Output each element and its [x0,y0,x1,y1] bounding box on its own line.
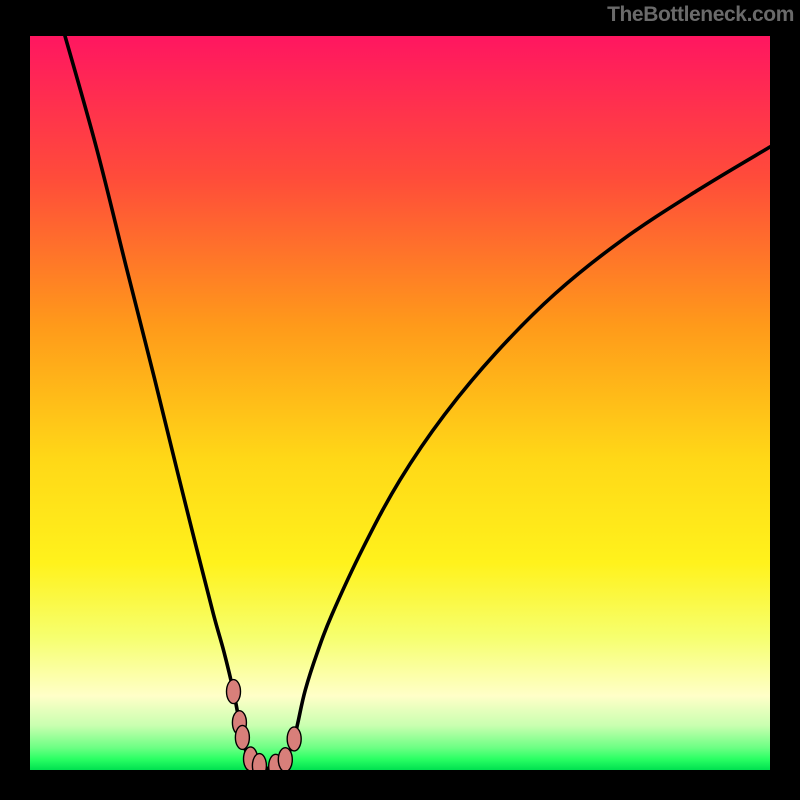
left-curve [63,30,266,769]
top-black-strip [30,30,770,36]
markers-group [227,680,302,770]
marker-dot [278,748,292,770]
page-root: TheBottleneck.com [0,0,800,800]
marker-dot [252,754,266,770]
curves-svg [30,30,770,770]
marker-dot [235,725,249,749]
right-curve [267,147,770,769]
plot-area [30,30,770,770]
marker-dot [287,727,301,751]
marker-dot [227,680,241,704]
attribution-text: TheBottleneck.com [607,3,794,27]
